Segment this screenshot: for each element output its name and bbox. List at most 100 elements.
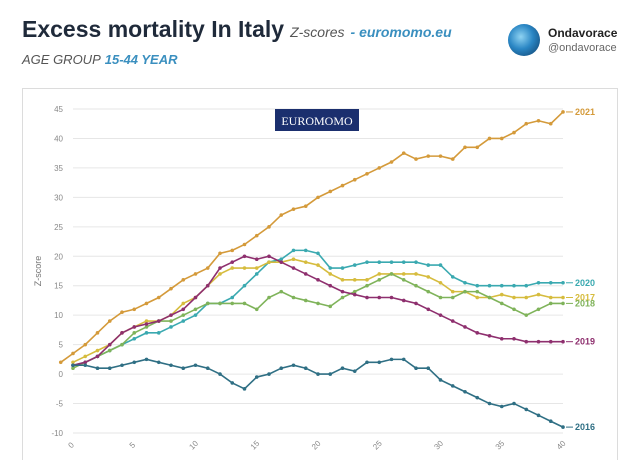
data-point-2016 [438,378,443,382]
data-point-2020 [181,319,186,323]
data-point-2017 [83,354,88,359]
data-point-2018 [401,278,406,282]
data-point-2017 [414,272,418,276]
y-tick-label: 25 [54,223,63,232]
subtitle-site: - euromomo.eu [350,24,452,40]
data-point-2016 [365,360,369,365]
data-point-2017 [144,319,149,323]
y-axis-label: Z-score [33,256,43,287]
data-point-2021 [536,118,541,123]
data-point-2021 [352,177,357,182]
y-tick-label: 45 [54,105,63,114]
data-point-2020 [450,275,455,279]
data-point-2017 [328,272,333,276]
x-tick-label: 35 [494,439,507,452]
data-point-2016 [193,363,198,368]
age-group-value: 15-44 YEAR [104,52,178,67]
avatar[interactable] [508,24,540,56]
data-point-2019 [303,272,308,276]
data-point-2019 [169,313,173,317]
data-point-2016 [205,366,210,371]
data-point-2017 [267,260,271,264]
data-point-2018 [279,289,284,294]
data-point-2021 [254,233,259,238]
data-point-2017 [303,260,308,264]
line-chart: -10 -5 0 5 10 15 20 25 30 35 40 45 0 5 10 15 20 25 30 35 40 Z… [33,105,595,452]
data-point-2016 [144,357,149,362]
x-tick-label: 15 [249,439,262,452]
data-point-2016 [181,366,186,371]
data-point-2019 [438,313,443,317]
data-point-2021 [107,319,112,323]
data-point-2016 [169,363,173,368]
data-point-2021 [389,160,394,164]
data-point-2021 [548,121,553,126]
data-point-2020 [365,260,369,264]
data-point-2019 [536,339,541,344]
data-point-2019 [426,307,431,312]
data-point-2021 [450,157,455,161]
data-point-2020 [242,283,247,288]
data-point-2016 [401,357,406,362]
data-point-2018 [328,304,333,309]
data-point-2016 [156,360,161,365]
data-point-2019 [230,260,235,264]
data-point-2018 [365,283,369,288]
data-point-2018 [438,295,443,300]
data-point-2021 [120,310,124,315]
data-point-2021 [438,154,443,158]
data-point-2018 [463,289,467,294]
data-point-2019 [120,331,124,335]
data-point-2019 [107,342,112,347]
data-point-2021 [487,136,492,141]
data-point-2021 [58,360,63,365]
data-point-2021 [561,110,565,114]
data-point-2016 [512,401,516,406]
data-point-2021 [365,172,369,176]
data-point-2021 [401,151,406,155]
data-point-2016 [254,375,259,379]
data-point-2020 [401,260,406,264]
data-point-2016 [120,363,124,368]
data-point-2018 [340,295,345,300]
account-name[interactable]: Ondavorace [548,26,618,40]
y-tick-label: 0 [59,370,64,379]
data-point-2020 [475,283,480,288]
euromomo-badge [275,109,359,131]
data-point-2020 [291,248,296,253]
data-point-2019 [450,319,455,323]
data-point-2019 [83,360,88,365]
data-point-2018 [181,313,186,317]
data-point-2018 [377,278,382,282]
data-point-2019 [414,301,418,306]
x-tick-label: 10 [187,439,200,452]
data-point-2021 [71,351,75,356]
data-point-2020 [340,266,345,270]
data-point-2018 [316,301,320,306]
data-point-2017 [254,266,259,270]
series-line-2019 [72,255,563,367]
data-point-2017 [475,295,480,300]
data-point-2017 [340,278,345,282]
data-point-2019 [352,292,357,297]
y-tick-label: 40 [54,134,63,143]
age-group-label: AGE GROUP [22,52,101,67]
data-point-2016 [230,381,235,385]
data-point-2017 [450,289,455,294]
data-point-2017 [71,360,75,365]
page-title: Excess mortality In Italy Z-scores - eurom… [22,16,452,43]
data-point-2019 [254,257,259,262]
data-point-2021 [328,189,333,194]
data-point-2021 [279,213,284,217]
data-point-2017 [377,272,382,276]
data-point-2018 [144,325,149,329]
data-point-2021 [499,136,504,141]
account-handle[interactable]: @ondavorace [548,42,617,54]
data-point-2019 [132,325,137,329]
data-point-2016 [389,357,394,362]
data-point-2020 [487,283,492,288]
data-point-2018 [71,366,75,371]
data-point-2021 [193,272,198,276]
data-point-2016 [83,363,88,368]
data-point-2021 [267,225,271,229]
